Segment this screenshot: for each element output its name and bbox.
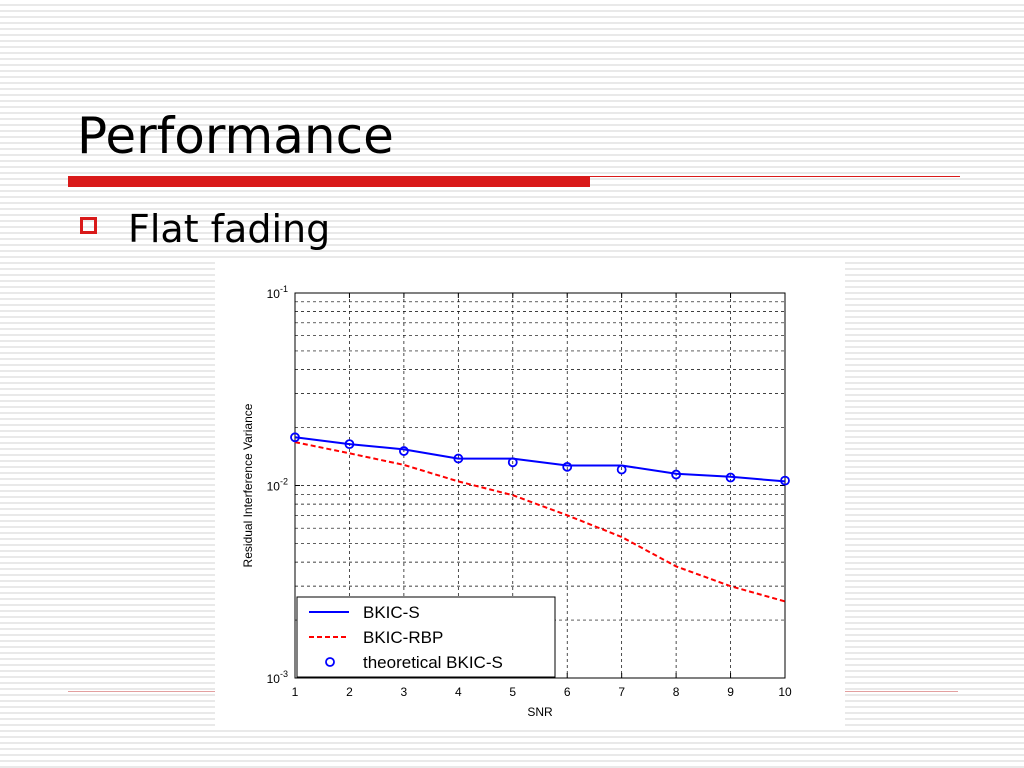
- x-tick-label: 8: [673, 685, 680, 699]
- grid: [295, 293, 785, 678]
- residual-variance-chart: 1 2 3 4 5 6 7 8 9 10 10-1 10-2 10-3 SNR Residual Int…: [241, 284, 792, 719]
- data-point: [562, 461, 573, 472]
- x-tick-label: 7: [618, 685, 625, 699]
- data-point: [507, 457, 518, 468]
- data-point: [780, 475, 790, 486]
- data-point: [398, 446, 409, 456]
- x-tick-label: 5: [509, 685, 516, 699]
- series-line-bkic-rbp: [294, 441, 786, 603]
- series: [290, 432, 790, 603]
- x-tick-label: 4: [455, 685, 462, 699]
- data-point: [290, 432, 300, 443]
- x-tick-label: 2: [346, 685, 353, 699]
- y-tick-label: 10-2: [267, 477, 288, 494]
- footer-line-left: [68, 691, 215, 692]
- bullet-text: Flat fading: [128, 207, 331, 251]
- data-point: [725, 472, 736, 483]
- x-tick-label: 3: [401, 685, 408, 699]
- axis-ticks: 1 2 3 4 5 6 7 8 9 10 10-1 10-2 10-3: [267, 284, 792, 699]
- data-point: [616, 464, 627, 475]
- data-point: [671, 469, 682, 480]
- y-tick-label: 10-3: [267, 669, 288, 686]
- legend-entry: theoretical BKIC-S: [363, 653, 503, 672]
- bullet-square-icon: [80, 217, 97, 234]
- series-line-bkic-s: [294, 436, 786, 483]
- x-tick-label: 9: [727, 685, 734, 699]
- data-point: [453, 453, 464, 464]
- legend-entry: BKIC-S: [363, 603, 420, 622]
- data-point: [344, 439, 355, 450]
- x-tick-label: 6: [564, 685, 571, 699]
- legend: BKIC-S BKIC-RBP theoretical BKIC-S: [296, 596, 556, 678]
- legend-marker: [325, 657, 335, 667]
- x-tick-label: 1: [292, 685, 299, 699]
- legend-entry: BKIC-RBP: [363, 628, 443, 647]
- x-axis-label: SNR: [527, 705, 553, 719]
- title-underline-thick: [68, 176, 590, 187]
- chart-panel: 1 2 3 4 5 6 7 8 9 10 10-1 10-2 10-3 SNR Residual Int…: [215, 258, 845, 730]
- title-underline-thin: [590, 176, 960, 177]
- legend-box: [296, 596, 556, 678]
- y-tick-label: 10-1: [267, 284, 288, 301]
- footer-line-right: [845, 691, 958, 692]
- y-axis-label: Residual Interference Variance: [241, 403, 255, 567]
- x-tick-label: 10: [778, 685, 792, 699]
- slide-title: Performance: [77, 107, 394, 165]
